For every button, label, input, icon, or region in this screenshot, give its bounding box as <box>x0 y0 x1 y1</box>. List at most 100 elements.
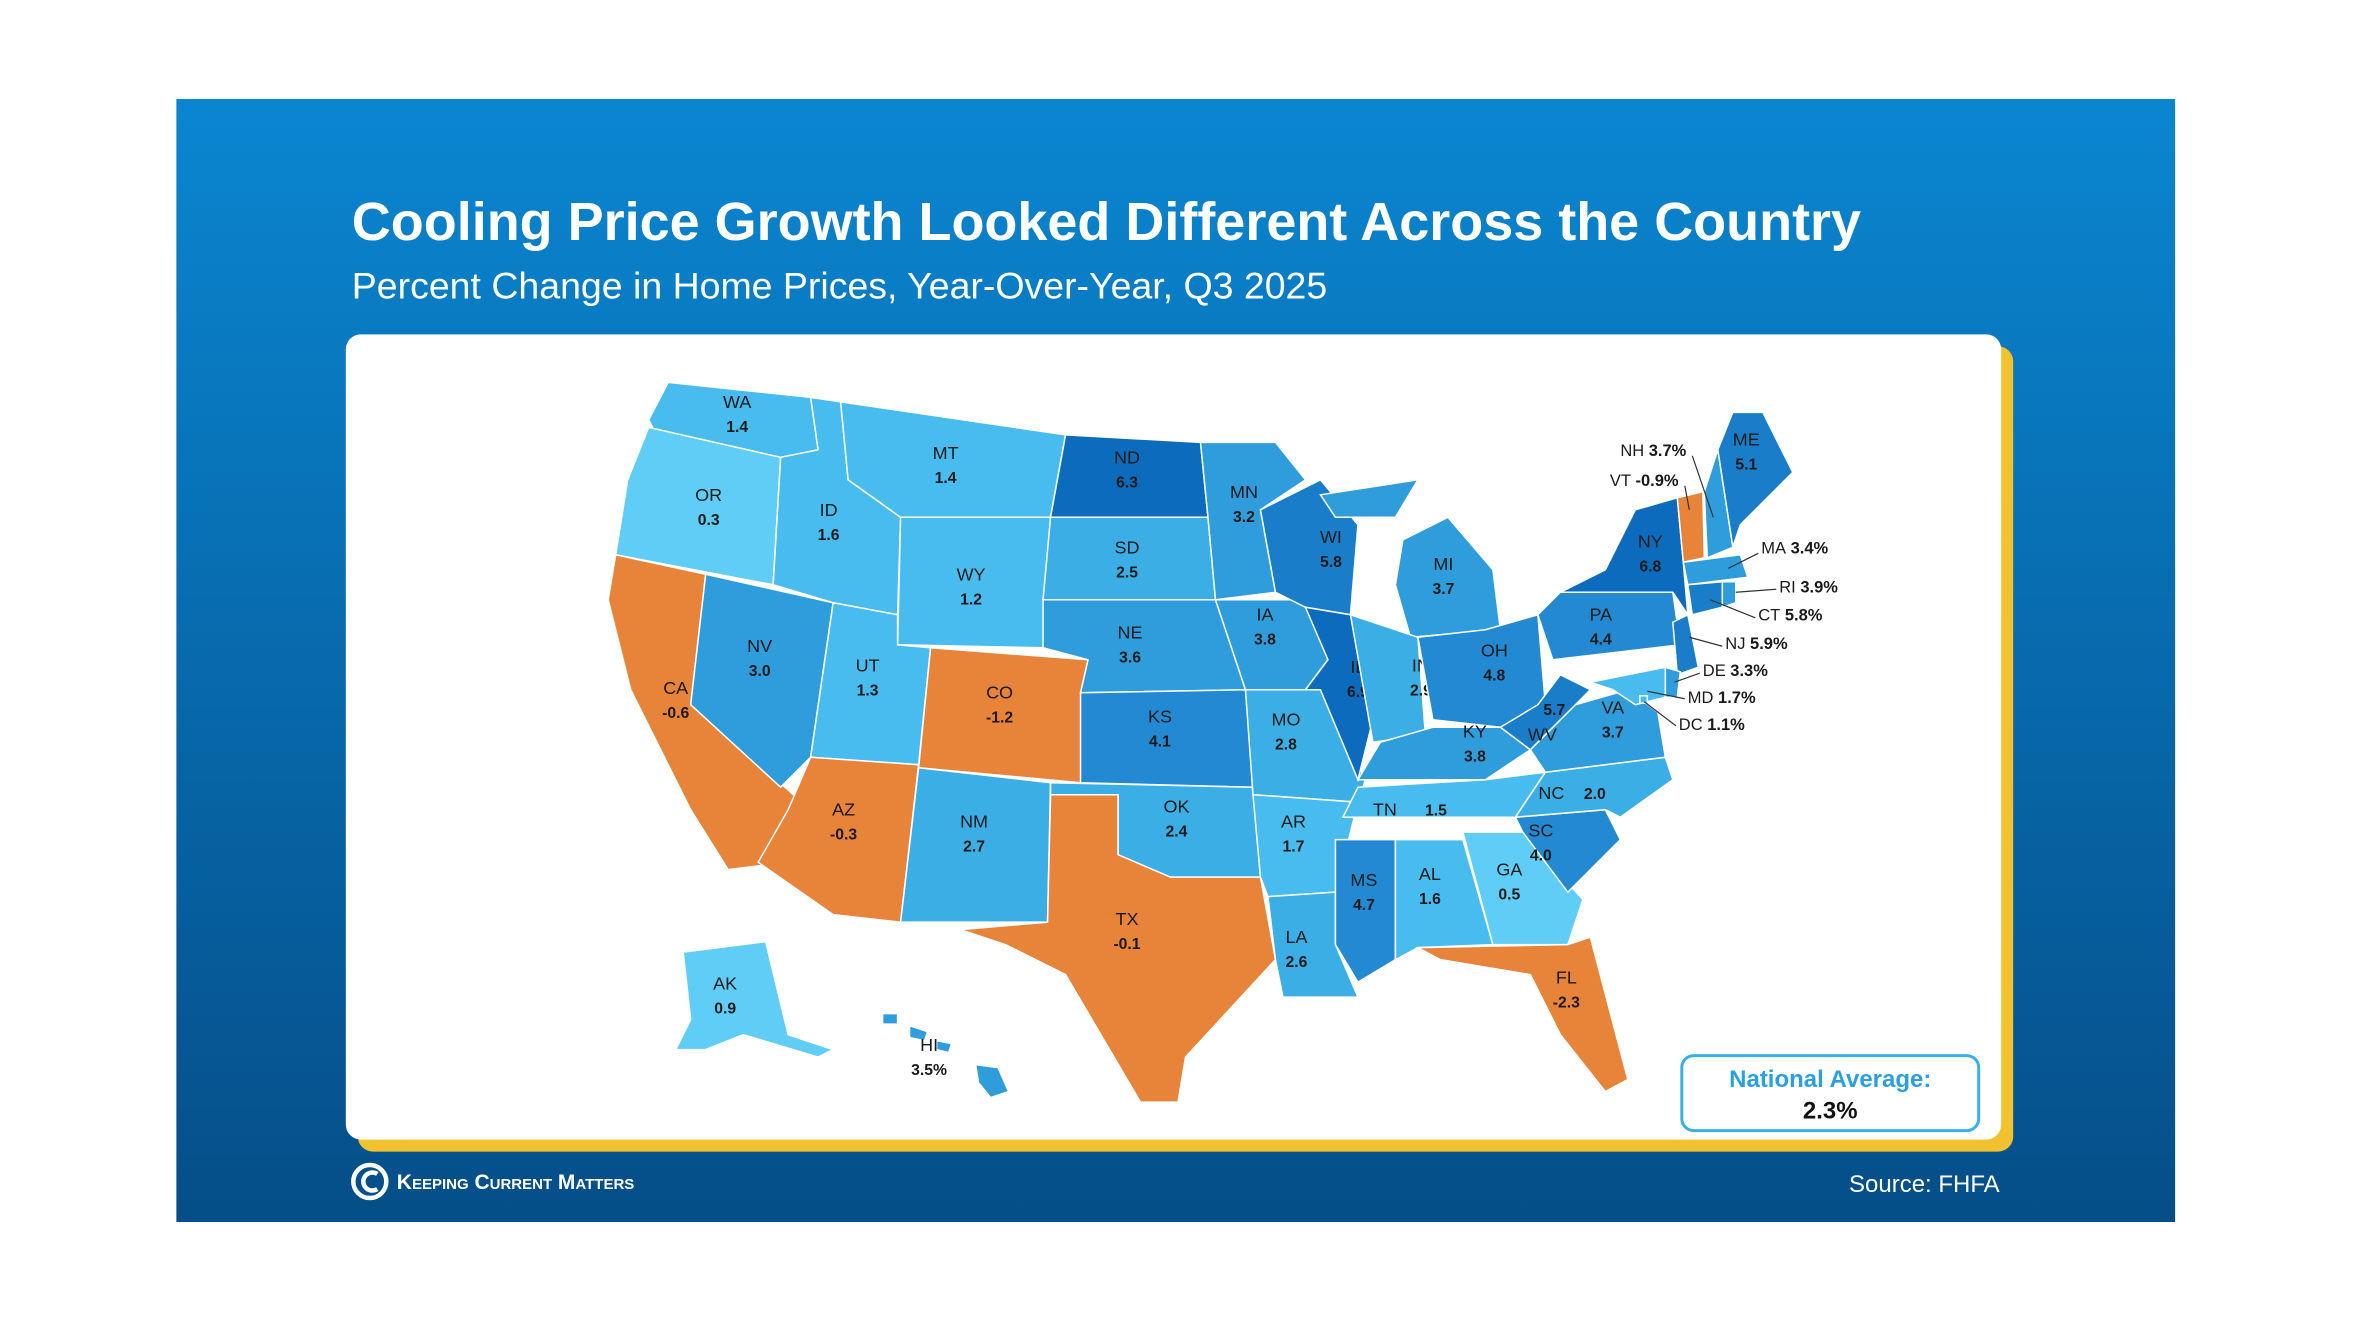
callout-label: NH 3.7% <box>1620 442 1686 460</box>
callout-label: RI 3.9% <box>1779 578 1838 596</box>
state-shape <box>674 940 836 1058</box>
state-value: 3.5% <box>911 1062 947 1079</box>
state-abbr: KY <box>1463 722 1487 742</box>
state-abbr: NY <box>1638 531 1663 551</box>
state-shape <box>1537 591 1682 661</box>
state-shape <box>1639 694 1649 704</box>
state-abbr: AR <box>1281 812 1306 832</box>
state-abbr: NE <box>1118 623 1143 643</box>
callout-line <box>1689 636 1723 647</box>
state-abbr: RI <box>1779 578 1796 596</box>
brand: Keeping Current Matters <box>397 1171 635 1194</box>
state-abbr: ME <box>1733 429 1760 449</box>
state-abbr: PA <box>1590 605 1613 625</box>
state-value: 1.7 <box>1283 839 1305 856</box>
callout-label: MD 1.7% <box>1688 689 1756 707</box>
state-abbr: HI <box>920 1035 938 1055</box>
state-abbr: DC <box>1679 716 1703 734</box>
state-abbr: NJ <box>1725 635 1745 653</box>
callout-line <box>1647 690 1685 700</box>
state-abbr: AK <box>713 974 737 994</box>
state-abbr: MO <box>1271 710 1300 730</box>
state-value: 2.7 <box>963 839 985 856</box>
state-abbr: LA <box>1285 927 1307 947</box>
state-abbr: SD <box>1115 537 1140 557</box>
state-value: 5.9% <box>1750 635 1788 653</box>
state-abbr: NV <box>747 636 772 656</box>
state-value: 3.9% <box>1800 578 1838 596</box>
state-shape <box>1461 831 1584 946</box>
state-abbr: OK <box>1164 797 1190 817</box>
callout-line <box>1735 588 1777 593</box>
state-shape <box>689 573 834 789</box>
callout-label: DC 1.1% <box>1679 716 1745 734</box>
state-value: -0.1 <box>1113 936 1140 953</box>
state-shape <box>614 426 782 586</box>
state-abbr: AL <box>1419 864 1441 884</box>
callout-label: DE 3.3% <box>1703 662 1768 680</box>
state-value: 4.7 <box>1353 897 1375 914</box>
state-abbr: CT <box>1758 607 1780 625</box>
state-value: 1.2 <box>960 591 982 608</box>
state-value: 6.8 <box>1639 558 1661 575</box>
callout-label: CT 5.8% <box>1758 607 1822 625</box>
state-abbr: MS <box>1350 870 1377 890</box>
state-map: WA 1.4 OR 0.3 CA -0.6 NV 3.0 ID 1.6 MT 1.4 WY 1.2 UT 1.… <box>607 381 1838 1103</box>
state-value: 1.1% <box>1707 716 1745 734</box>
state-value: 2.4 <box>1166 824 1188 841</box>
state-value: 3.7 <box>1602 725 1624 742</box>
state-abbr: FL <box>1556 968 1577 988</box>
state-abbr: MI <box>1433 554 1453 574</box>
callout-line <box>1728 552 1759 569</box>
state-value: 1.6 <box>1419 891 1441 908</box>
state-abbr: ID <box>820 500 838 520</box>
logo-ring <box>351 1162 389 1201</box>
state-value: 3.8 <box>1464 749 1486 766</box>
logo-c <box>361 1170 379 1193</box>
state-abbr: MT <box>933 443 959 463</box>
state-abbr: ND <box>1114 447 1140 467</box>
state-value: 3.2 <box>1233 509 1255 526</box>
callout-line <box>1691 455 1714 518</box>
state-abbr: MA <box>1761 539 1786 557</box>
state-value: 5.8% <box>1785 607 1823 625</box>
state-value: 1.3 <box>857 683 879 700</box>
state-value: 4.0 <box>1530 848 1552 865</box>
state-value: 3.6 <box>1119 650 1141 667</box>
state-value: 3.3% <box>1730 662 1768 680</box>
state-abbr: WA <box>723 392 751 412</box>
state-value: 4.4 <box>1590 632 1612 649</box>
state-abbr: TN <box>1373 800 1397 820</box>
callout-label: NJ 5.9% <box>1725 635 1788 653</box>
state-abbr: AZ <box>832 800 855 820</box>
state-abbr: NC <box>1538 783 1564 803</box>
state-shape <box>1415 936 1629 1093</box>
average-box <box>1680 1054 1981 1133</box>
state-abbr: OH <box>1481 641 1508 661</box>
state-abbr: WV <box>1528 725 1557 745</box>
state-value: -0.6 <box>662 705 689 722</box>
state-abbr: DE <box>1703 662 1726 680</box>
state-value: 3.8 <box>1254 632 1276 649</box>
state-value: 2.8 <box>1275 737 1297 754</box>
state-value: 1.4 <box>726 419 748 436</box>
state-abbr: NH <box>1620 442 1644 460</box>
state-value: 2.6 <box>1286 954 1308 971</box>
state-shape <box>1319 478 1420 519</box>
state-value: -1.2 <box>986 710 1013 727</box>
callout-line <box>1684 485 1690 510</box>
state-value: 4.1 <box>1149 734 1171 751</box>
state-shape <box>935 1039 953 1054</box>
state-value: 5.1 <box>1735 456 1757 473</box>
state-abbr: WI <box>1320 527 1342 547</box>
state-abbr: OR <box>695 485 722 505</box>
state-value: 5.8 <box>1320 554 1342 571</box>
state-value: 3.4% <box>1791 539 1829 557</box>
state-shape <box>1682 553 1749 586</box>
state-shape <box>1664 666 1682 698</box>
state-abbr: CO <box>986 683 1013 703</box>
state-shape <box>1676 490 1706 564</box>
state-shape <box>1042 516 1217 601</box>
state-value: 2.0 <box>1584 786 1606 803</box>
